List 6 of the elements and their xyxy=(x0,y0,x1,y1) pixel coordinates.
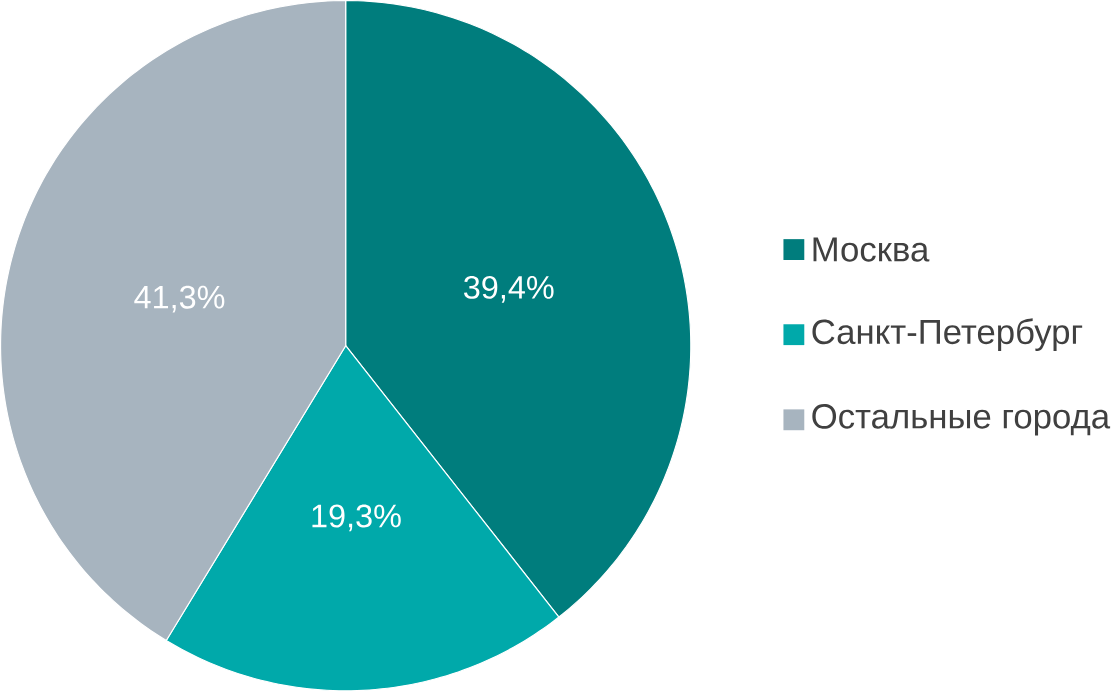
legend-label: Санкт-Петербург xyxy=(812,318,1083,351)
data-label: 39,4% xyxy=(464,275,554,303)
data-label: 19,3% xyxy=(312,504,401,532)
legend-label: Остальные города xyxy=(812,403,1111,436)
data-label: 41,3% xyxy=(134,285,225,313)
legend-label: Москва xyxy=(813,237,930,262)
